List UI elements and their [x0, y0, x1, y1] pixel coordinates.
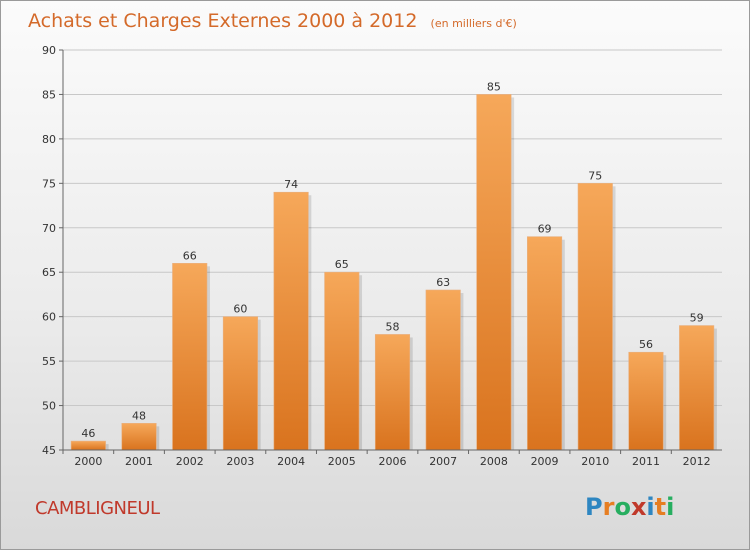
- proxiti-logo-letter: i: [646, 493, 654, 521]
- proxiti-logo-letter: r: [603, 493, 615, 521]
- bar-2003: [222, 316, 258, 451]
- bar-2004: [273, 191, 309, 451]
- bar-value-label: 58: [386, 320, 400, 333]
- bar-value-label: 65: [335, 258, 349, 271]
- x-tick-label: 2009: [531, 455, 559, 468]
- x-tick-label: 2000: [74, 455, 102, 468]
- y-tick-label: 90: [42, 44, 56, 57]
- y-axis-ticks: 45 50 55 60 65 70 75 80 85 90: [42, 44, 63, 457]
- y-tick-label: 50: [42, 400, 56, 413]
- y-tick-label: 75: [42, 177, 56, 190]
- y-tick-label: 60: [42, 311, 56, 324]
- bar-2009: [527, 236, 563, 451]
- proxiti-logo-letter: i: [666, 493, 674, 521]
- bar-2005: [324, 271, 360, 451]
- y-tick-label: 55: [42, 355, 56, 368]
- x-tick-label: 2003: [226, 455, 254, 468]
- commune-name: CAMBLIGNEUL: [35, 498, 160, 519]
- bar-2011: [628, 351, 664, 451]
- x-axis-ticks: 2000 2001 2002 2003 2004 2005 2006 2007 2008 2009…: [62, 450, 711, 468]
- bar-value-label: 59: [690, 312, 704, 325]
- bar-2001: [121, 423, 157, 451]
- bar-value-label: 75: [588, 169, 602, 182]
- proxiti-logo-letter: o: [614, 493, 631, 521]
- y-tick-label: 80: [42, 133, 56, 146]
- bars: 46 48 66 60 74 65 58 63 85 69 75 56 59: [70, 80, 717, 451]
- bar-value-label: 69: [538, 223, 552, 236]
- y-tick-label: 85: [42, 88, 56, 101]
- bar-2007: [425, 289, 461, 451]
- x-tick-label: 2004: [277, 455, 305, 468]
- chart-title-unit: (en milliers d'€): [431, 17, 517, 30]
- bar-value-label: 74: [284, 178, 298, 191]
- bar-2008: [476, 94, 512, 451]
- x-tick-label: 2008: [480, 455, 508, 468]
- bar-value-label: 48: [132, 409, 146, 422]
- x-tick-label: 2007: [429, 455, 457, 468]
- y-tick-label: 45: [42, 444, 56, 457]
- x-tick-label: 2010: [581, 455, 609, 468]
- bar-2012: [679, 325, 715, 451]
- chart-title-main: Achats et Charges Externes 2000 à 2012: [28, 10, 417, 32]
- proxiti-logo-letter: P: [585, 493, 603, 521]
- bar-value-label: 56: [639, 338, 653, 351]
- proxiti-logo: Proxiti: [585, 493, 674, 521]
- x-tick-label: 2005: [328, 455, 356, 468]
- bar-2010: [577, 183, 613, 451]
- x-tick-label: 2002: [176, 455, 204, 468]
- proxiti-logo-letter: t: [655, 493, 666, 521]
- x-tick-label: 2006: [379, 455, 407, 468]
- bar-2006: [374, 334, 411, 451]
- bar-2000: [70, 440, 106, 451]
- chart-title: Achats et Charges Externes 2000 à 2012 (…: [28, 10, 517, 32]
- x-tick-label: 2012: [683, 455, 711, 468]
- bar-value-label: 66: [183, 249, 197, 262]
- bar-2002: [172, 263, 208, 451]
- bar-value-label: 63: [436, 276, 450, 289]
- bar-value-label: 85: [487, 80, 501, 93]
- bar-value-label: 60: [233, 303, 247, 316]
- proxiti-logo-letter: x: [631, 493, 647, 521]
- bar-value-label: 46: [81, 427, 95, 440]
- y-tick-label: 65: [42, 266, 56, 279]
- y-tick-label: 70: [42, 222, 56, 235]
- x-tick-label: 2011: [632, 455, 660, 468]
- x-tick-label: 2001: [125, 455, 153, 468]
